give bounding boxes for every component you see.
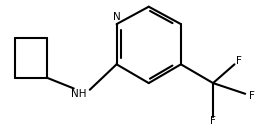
Text: F: F	[210, 116, 216, 126]
Text: F: F	[236, 56, 241, 66]
Text: N: N	[113, 12, 120, 22]
Text: NH: NH	[71, 89, 87, 99]
Text: F: F	[249, 91, 255, 101]
